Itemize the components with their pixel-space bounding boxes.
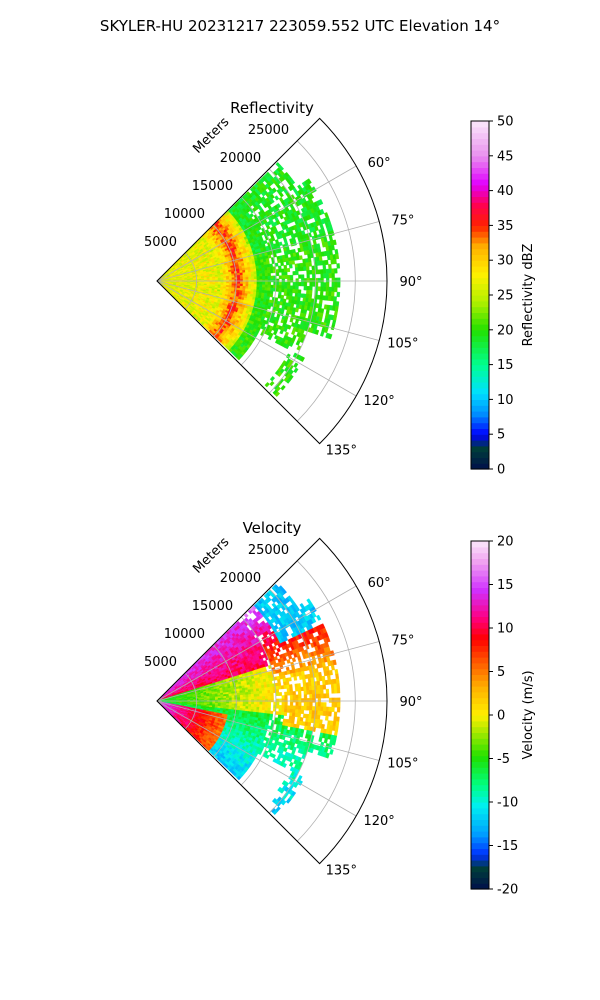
theta-tick-label: 60° bbox=[368, 576, 391, 591]
colorbar-tick-label: 15 bbox=[497, 578, 514, 593]
colorbar: 0 5 10 15 20 25 30 35 40 45 50 Reflectivity dBZ bbox=[470, 115, 536, 478]
colorbar-tick-label: 40 bbox=[497, 184, 514, 199]
theta-tick-label: 120° bbox=[363, 394, 394, 409]
colorbar-tick-label: 0 bbox=[497, 463, 505, 478]
polar-panel-2: Velocity 60° 75° 90° 105° 120° 135° 5000 10000 15… bbox=[144, 519, 536, 898]
polar-panel-1: Reflectivity60°75°90°105°120°135°5000100… bbox=[144, 99, 536, 478]
theta-tick-label: 90° bbox=[399, 275, 422, 290]
colorbar-tick-label: -10 bbox=[497, 796, 518, 811]
colorbar-tick-label: -15 bbox=[497, 839, 518, 854]
colorbar-label: Reflectivity dBZ bbox=[521, 244, 536, 347]
colorbar-tick-label: -5 bbox=[497, 752, 510, 767]
colorbar-tick-label: 5 bbox=[497, 665, 505, 680]
colorbar-tick-label: 10 bbox=[497, 622, 514, 637]
radial-tick-label: 10000 bbox=[164, 207, 205, 222]
colorbar: -20 -15 -10 -5 0 5 10 15 20 Velocity (m/s) bbox=[470, 535, 536, 898]
panel-title: Reflectivity bbox=[230, 99, 314, 117]
data-field bbox=[156, 162, 341, 397]
radial-tick-label: 5000 bbox=[144, 235, 177, 250]
colorbar-tick-label: 30 bbox=[497, 254, 514, 269]
theta-tick-label: 120° bbox=[363, 814, 394, 829]
colorbar-tick-label: 20 bbox=[497, 535, 514, 550]
radial-tick-label: 15000 bbox=[192, 179, 233, 194]
polar-frame bbox=[156, 117, 388, 445]
colorbar-tick-label: 10 bbox=[497, 393, 514, 408]
theta-tick-label: 105° bbox=[387, 337, 418, 352]
theta-tick-label: 60° bbox=[368, 156, 391, 171]
colorbar-label: Velocity (m/s) bbox=[521, 670, 536, 759]
theta-tick-label: 135° bbox=[326, 443, 357, 458]
theta-tick-label: 105° bbox=[387, 757, 418, 772]
colorbar-tick-label: 5 bbox=[497, 428, 505, 443]
theta-tick-label: 75° bbox=[391, 633, 414, 648]
colorbar-tick-label: 15 bbox=[497, 358, 514, 373]
theta-tick-label: 135° bbox=[326, 863, 357, 878]
figure-title: SKYLER-HU 20231217 223059.552 UTC Elevat… bbox=[100, 17, 500, 35]
colorbar-tick-label: 45 bbox=[497, 149, 514, 164]
radial-tick-label: 15000 bbox=[192, 599, 233, 614]
colorbar-tick-label: 20 bbox=[497, 323, 514, 338]
colorbar-tick-label: -20 bbox=[497, 883, 518, 898]
theta-tick-label: 90° bbox=[399, 695, 422, 710]
radial-tick-label: 20000 bbox=[220, 151, 261, 166]
radial-tick-label: 10000 bbox=[164, 627, 205, 642]
radial-tick-label: 5000 bbox=[144, 655, 177, 670]
radial-tick-label: 25000 bbox=[248, 123, 289, 138]
colorbar-tick-label: 35 bbox=[497, 219, 514, 234]
data-field bbox=[156, 584, 341, 816]
radial-tick-label: 25000 bbox=[248, 543, 289, 558]
panel-title: Velocity bbox=[243, 519, 302, 537]
colorbar-tick-label: 25 bbox=[497, 289, 514, 304]
colorbar-tick-label: 50 bbox=[497, 115, 514, 130]
radial-tick-label: 20000 bbox=[220, 571, 261, 586]
colorbar-tick-label: 0 bbox=[497, 709, 505, 724]
theta-tick-label: 75° bbox=[391, 213, 414, 228]
polar-frame bbox=[156, 537, 388, 865]
